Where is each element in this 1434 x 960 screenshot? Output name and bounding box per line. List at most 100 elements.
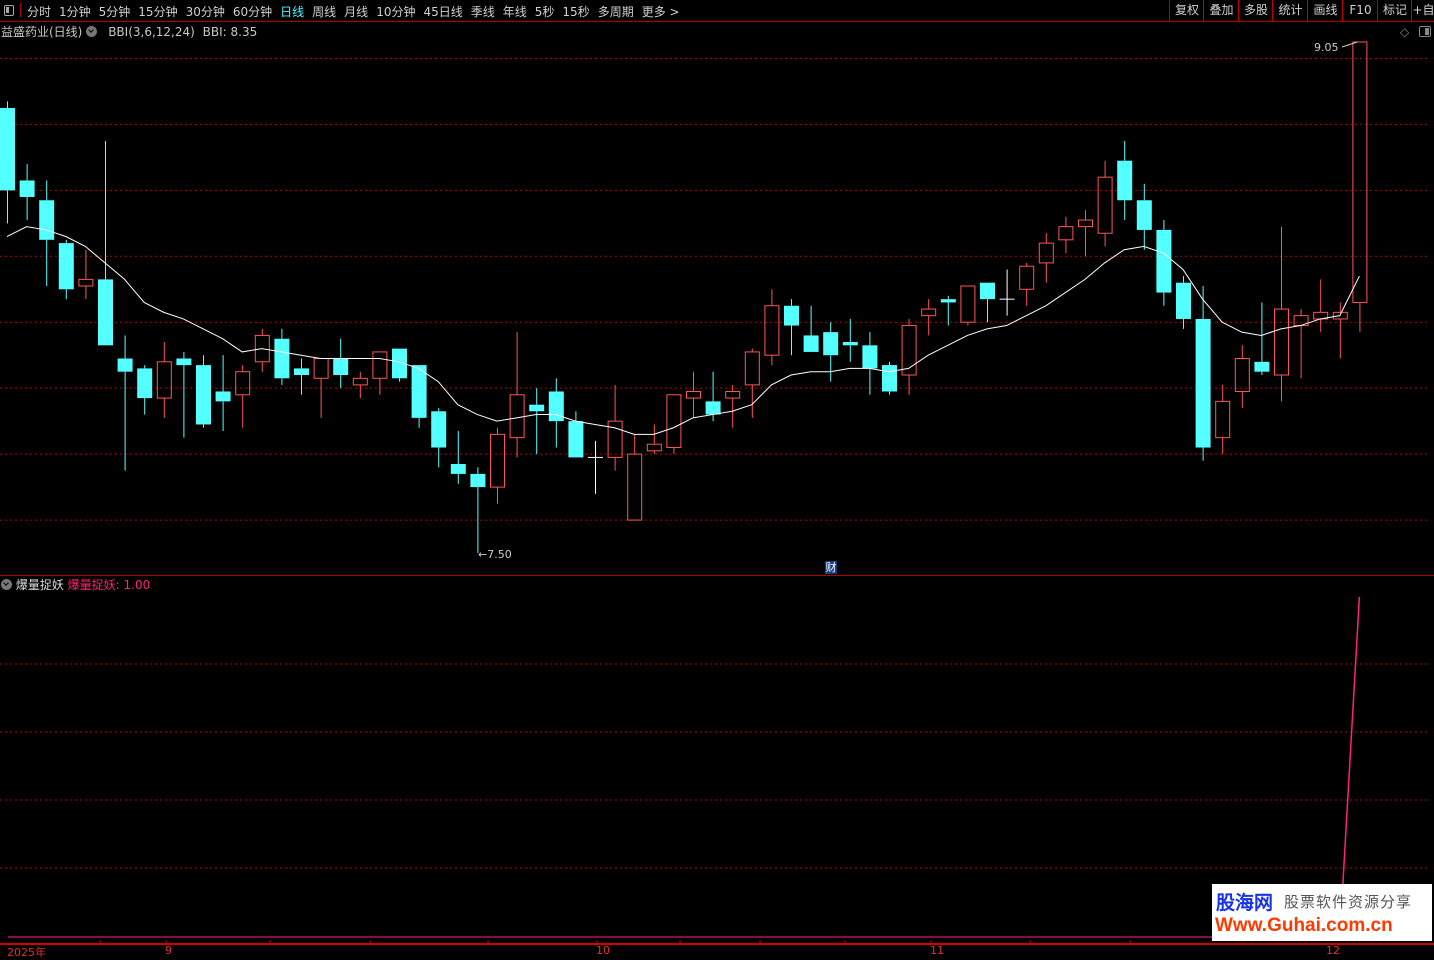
- period-tab[interactable]: 30分钟: [185, 5, 225, 19]
- candle-body-down: [940, 299, 956, 303]
- candle-body-up: [313, 358, 329, 379]
- candle-body-up: [764, 305, 780, 356]
- candle-body-up: [156, 361, 172, 399]
- candle-body-up: [372, 351, 388, 379]
- toolbar-button[interactable]: 多股: [1238, 0, 1273, 21]
- candle-body-down: [784, 305, 799, 326]
- diamond-icon[interactable]: ◇: [1400, 25, 1410, 39]
- candle-body-up: [686, 390, 701, 399]
- candle-body-up: [1332, 311, 1348, 320]
- period-tab[interactable]: 1分钟: [59, 5, 91, 19]
- candle-body-down: [215, 391, 231, 402]
- candle-body-down: [98, 279, 113, 346]
- candle-body-up: [509, 394, 525, 439]
- candle-body-down: [705, 401, 721, 415]
- panel-divider: [0, 575, 1434, 576]
- period-tab[interactable]: 年线: [502, 5, 527, 19]
- candle-body-up: [1097, 176, 1113, 234]
- indicator-value: BBI: 8.35: [202, 25, 258, 39]
- candle-body-down: [1254, 361, 1270, 372]
- toolbar-button[interactable]: 叠加: [1203, 0, 1239, 21]
- candle-body-down: [39, 200, 55, 240]
- layout-toggle-icon[interactable]: [1419, 26, 1431, 37]
- x-axis-label: 9: [165, 944, 172, 957]
- toolbar-button[interactable]: 标记: [1377, 0, 1412, 21]
- candle-body-down: [980, 282, 995, 300]
- candle-body-down: [803, 335, 819, 352]
- min-price-label: ←7.50: [478, 548, 512, 561]
- candle-body-up: [254, 334, 270, 363]
- candle-body-up: [646, 443, 662, 452]
- candle-body-down: [274, 338, 290, 379]
- watermark: 股海网 股票软件资源分享 Www.Guhai.com.cn: [1212, 884, 1432, 941]
- candle-body-down: [411, 365, 427, 418]
- period-toolbar: 分时 1分钟 5分钟 15分钟 30分钟 60分钟 日线 周线 月线 10分钟 45日线 季线 年线 5秒…: [0, 0, 1434, 22]
- watermark-url: Www.Guhai.com.cn: [1215, 915, 1393, 936]
- x-axis-label: 11: [930, 944, 944, 957]
- candle-body-down: [1156, 229, 1172, 293]
- candle-body-down: [117, 358, 133, 372]
- period-tab[interactable]: 分时: [27, 5, 52, 19]
- finance-badge[interactable]: 财: [825, 561, 837, 574]
- candle-body-down: [862, 345, 878, 369]
- max-price-label: 9.05: [1314, 41, 1339, 54]
- candle-body-up: [1038, 242, 1054, 264]
- candle-body-down: [19, 180, 35, 197]
- candle-body-down: [1117, 160, 1133, 201]
- indicator-name[interactable]: BBI(3,6,12,24): [108, 25, 195, 39]
- candle-body-down: [823, 332, 839, 356]
- panel-toggle-icon[interactable]: [2, 3, 21, 17]
- stock-name: 益盛药业(日线): [1, 25, 83, 39]
- candle-body-down: [842, 342, 858, 346]
- period-tab[interactable]: 5秒: [534, 5, 555, 19]
- x-axis-label: 10: [596, 944, 610, 957]
- period-tab[interactable]: 45日线: [423, 5, 463, 19]
- chevron-down-icon[interactable]: [1, 579, 12, 590]
- candle-body-up: [235, 371, 251, 396]
- candle-body-up: [78, 278, 94, 287]
- candle-body-up: [1215, 400, 1231, 439]
- candle-body-up: [490, 433, 505, 488]
- period-tab[interactable]: 日线: [280, 5, 305, 19]
- candle-body-down: [333, 358, 349, 375]
- period-tab[interactable]: 多周期: [597, 5, 634, 19]
- period-tab[interactable]: 更多 >: [641, 5, 680, 19]
- candle-body-up: [1019, 265, 1035, 290]
- period-tab[interactable]: 周线: [312, 5, 337, 19]
- period-tab[interactable]: 月线: [344, 5, 369, 19]
- x-axis-label: 2025年: [7, 946, 46, 959]
- toolbar-button[interactable]: F10: [1342, 0, 1378, 21]
- candle-body-up: [352, 377, 368, 386]
- candle-body-up: [921, 308, 937, 317]
- candle-body-down: [294, 368, 309, 375]
- period-tab[interactable]: 60分钟: [232, 5, 273, 19]
- period-tab[interactable]: 季线: [470, 5, 495, 19]
- candle-body-down: [137, 368, 153, 399]
- candle-body-up: [960, 285, 976, 323]
- candle-body-down: [431, 411, 447, 448]
- toolbar-button[interactable]: 画线: [1307, 0, 1343, 21]
- toolbar-button[interactable]: +自: [1411, 0, 1434, 21]
- period-tabs: 分时 1分钟 5分钟 15分钟 30分钟 60分钟 日线 周线 月线 10分钟 45日线 季线 年线 5秒…: [27, 3, 680, 20]
- candle-body-up: [1078, 219, 1093, 228]
- watermark-tagline: 股票软件资源分享: [1284, 893, 1413, 911]
- bbi-line: [6, 226, 1360, 435]
- toolbar-button[interactable]: 统计: [1272, 0, 1308, 21]
- sub-indicator-name[interactable]: 爆量捉妖: [15, 578, 64, 592]
- watermark-logo: 股海网: [1216, 892, 1274, 914]
- x-axis-label: 12: [1326, 944, 1340, 957]
- candle-body-down: [470, 473, 486, 488]
- sub-panel-header: 爆量捉妖 爆量捉妖: 1.00: [1, 576, 150, 593]
- candle-body-up: [725, 390, 741, 399]
- period-tab[interactable]: 10分钟: [376, 5, 416, 19]
- candle-body-down: [1176, 282, 1191, 319]
- chevron-down-icon[interactable]: [86, 26, 98, 37]
- candle-body-down: [196, 365, 211, 425]
- period-tab[interactable]: 15分钟: [138, 5, 178, 19]
- candle-body-up: [1234, 358, 1250, 392]
- candle-body-down: [529, 404, 545, 412]
- period-tab[interactable]: 5分钟: [98, 5, 131, 19]
- period-tab[interactable]: 15秒: [562, 5, 590, 19]
- toolbar-button[interactable]: 复权: [1169, 0, 1204, 21]
